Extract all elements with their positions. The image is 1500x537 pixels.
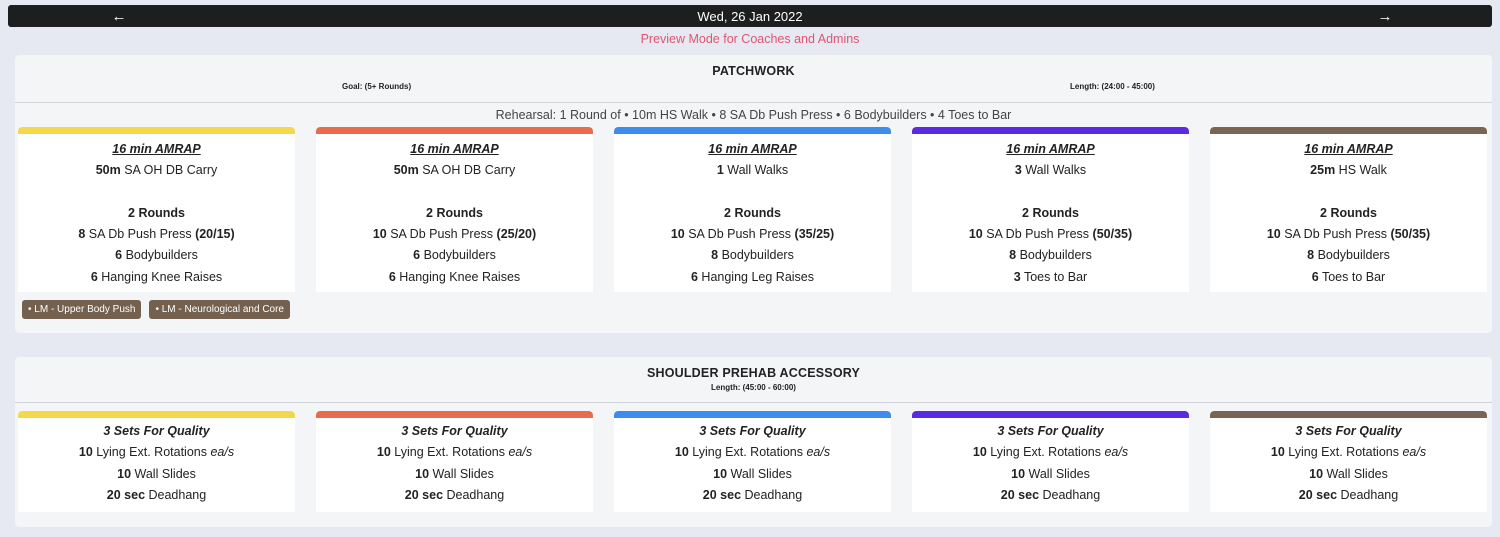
level-card-blue: 3 Sets For Quality 10 Lying Ext. Rotatio…	[614, 411, 891, 512]
card-title: 3 Sets For Quality	[1295, 424, 1402, 438]
exercise-line: 20 sec Deadhang	[1000, 487, 1101, 502]
date-navigation-bar: ← Wed, 26 Jan 2022 →	[8, 5, 1492, 27]
rehearsal-text: Rehearsal: 1 Round of • 10m HS Walk • 8 …	[495, 108, 1012, 122]
preview-mode-notice: Preview Mode for Coaches and Admins	[640, 32, 860, 46]
card-title: 3 Sets For Quality	[401, 424, 508, 438]
length-label: Length: (45:00 - 60:00)	[711, 383, 796, 392]
section-header: PATCHWORK Goal: (5+ Rounds) Length: (24:…	[15, 55, 1492, 103]
exercise-line: 20 sec Deadhang	[702, 487, 803, 502]
exercise-line: 10 Wall Slides	[1011, 466, 1090, 481]
rounds-label: 2 Rounds	[128, 205, 185, 220]
level-card-brown: 3 Sets For Quality 10 Lying Ext. Rotatio…	[1210, 411, 1487, 512]
section-title: SHOULDER PREHAB ACCESSORY	[646, 366, 861, 380]
exercise-line: 6 Toes to Bar	[1311, 269, 1386, 284]
level-card-brown: 16 min AMRAP 25m HS Walk 2 Rounds 10 SA …	[1210, 127, 1487, 292]
exercise-line: 50m SA OH DB Carry	[95, 163, 218, 178]
exercise-line: 50m SA OH DB Carry	[393, 163, 516, 178]
goal-label: Goal: (5+ Rounds)	[342, 82, 412, 91]
exercise-line: 10 Wall Slides	[117, 466, 196, 481]
tag-neurological-core[interactable]: • LM - Neurological and Core	[149, 300, 290, 319]
exercise-line: 10 Lying Ext. Rotations ea/s	[78, 445, 235, 460]
exercise-line: 10 SA Db Push Press (50/35)	[1266, 227, 1431, 242]
exercise-line: 20 sec Deadhang	[404, 487, 505, 502]
card-title: 16 min AMRAP	[410, 142, 499, 156]
card-title: 3 Sets For Quality	[103, 424, 210, 438]
exercise-line: 6 Bodybuilders	[413, 248, 496, 263]
level-color-bar	[1210, 127, 1487, 134]
prev-day-arrow-icon[interactable]: ←	[111, 7, 127, 25]
exercise-line: 10 Wall Slides	[415, 466, 494, 481]
exercise-line: 3 Toes to Bar	[1013, 269, 1088, 284]
level-card-purple: 16 min AMRAP 3 Wall Walks 2 Rounds 10 SA…	[912, 127, 1189, 292]
level-card-blue: 16 min AMRAP 1 Wall Walks 2 Rounds 10 SA…	[614, 127, 891, 292]
exercise-line: 25m HS Walk	[1310, 163, 1387, 178]
next-day-arrow-icon[interactable]: →	[1377, 7, 1393, 25]
level-color-bar	[18, 127, 295, 134]
level-card-orange: 3 Sets For Quality 10 Lying Ext. Rotatio…	[316, 411, 593, 512]
level-color-bar	[614, 411, 891, 418]
level-color-bar	[316, 411, 593, 418]
level-color-bar	[1210, 411, 1487, 418]
level-cards: 3 Sets For Quality 10 Lying Ext. Rotatio…	[18, 411, 1487, 512]
rounds-label: 2 Rounds	[1320, 205, 1377, 220]
card-title: 16 min AMRAP	[1304, 142, 1393, 156]
exercise-line: 10 Lying Ext. Rotations ea/s	[376, 445, 533, 460]
card-title: 16 min AMRAP	[112, 142, 201, 156]
exercise-line: 10 Wall Slides	[713, 466, 792, 481]
exercise-line: 8 Bodybuilders	[1009, 248, 1092, 263]
level-card-orange: 16 min AMRAP 50m SA OH DB Carry 2 Rounds…	[316, 127, 593, 292]
rounds-label: 2 Rounds	[724, 205, 781, 220]
card-title: 3 Sets For Quality	[997, 424, 1104, 438]
level-color-bar	[912, 411, 1189, 418]
rounds-label: 2 Rounds	[1022, 205, 1079, 220]
exercise-line: 6 Bodybuilders	[115, 248, 198, 263]
length-label: Length: (24:00 - 45:00)	[1070, 82, 1155, 91]
level-card-purple: 3 Sets For Quality 10 Lying Ext. Rotatio…	[912, 411, 1189, 512]
exercise-line: 6 Hanging Knee Raises	[90, 269, 223, 284]
exercise-line: 10 SA Db Push Press (25/20)	[372, 227, 537, 242]
exercise-line: 3 Wall Walks	[1014, 163, 1087, 178]
exercise-line: 8 Bodybuilders	[1307, 248, 1390, 263]
exercise-line: 6 Hanging Knee Raises	[388, 269, 521, 284]
exercise-line: 10 SA Db Push Press (35/25)	[670, 227, 835, 242]
exercise-line: 10 Lying Ext. Rotations ea/s	[1270, 445, 1427, 460]
card-title: 3 Sets For Quality	[699, 424, 806, 438]
exercise-line: 20 sec Deadhang	[106, 487, 207, 502]
exercise-line: 8 Bodybuilders	[711, 248, 794, 263]
exercise-line: 10 SA Db Push Press (50/35)	[968, 227, 1133, 242]
level-color-bar	[614, 127, 891, 134]
level-card-yellow: 16 min AMRAP 50m SA OH DB Carry 2 Rounds…	[18, 127, 295, 292]
level-color-bar	[316, 127, 593, 134]
rounds-label: 2 Rounds	[426, 205, 483, 220]
card-title: 16 min AMRAP	[708, 142, 797, 156]
exercise-line: 6 Hanging Leg Raises	[691, 269, 814, 284]
level-cards: 16 min AMRAP 50m SA OH DB Carry 2 Rounds…	[18, 127, 1487, 292]
workout-section-patchwork: PATCHWORK Goal: (5+ Rounds) Length: (24:…	[15, 55, 1492, 333]
exercise-line: 10 Lying Ext. Rotations ea/s	[674, 445, 831, 460]
exercise-line: 10 Lying Ext. Rotations ea/s	[972, 445, 1129, 460]
exercise-line: 1 Wall Walks	[716, 163, 789, 178]
current-date: Wed, 26 Jan 2022	[697, 8, 803, 24]
exercise-line: 8 SA Db Push Press (20/15)	[78, 227, 235, 242]
exercise-line: 10 Wall Slides	[1309, 466, 1388, 481]
level-card-yellow: 3 Sets For Quality 10 Lying Ext. Rotatio…	[18, 411, 295, 512]
exercise-line: 20 sec Deadhang	[1298, 487, 1399, 502]
movement-tags: • LM - Upper Body Push • LM - Neurologic…	[22, 300, 290, 319]
tag-upper-body-push[interactable]: • LM - Upper Body Push	[22, 300, 142, 319]
level-color-bar	[912, 127, 1189, 134]
level-color-bar	[18, 411, 295, 418]
section-title: PATCHWORK	[712, 64, 795, 78]
card-title: 16 min AMRAP	[1006, 142, 1095, 156]
section-header: SHOULDER PREHAB ACCESSORY Length: (45:00…	[15, 357, 1492, 403]
